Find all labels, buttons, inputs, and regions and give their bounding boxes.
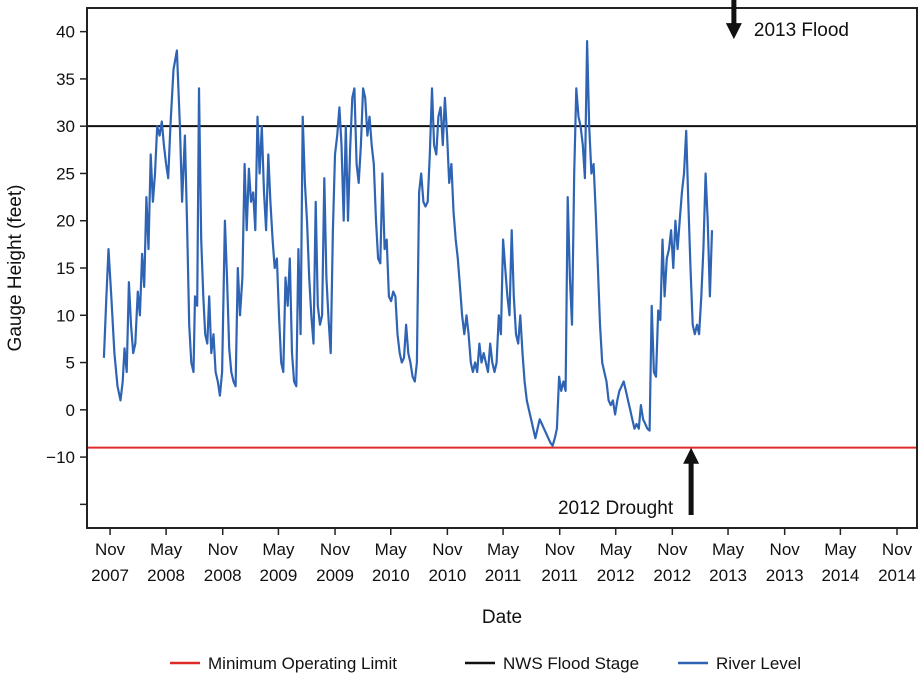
x-tick-label-year: 2012 xyxy=(597,566,635,585)
x-axis-title: Date xyxy=(482,607,522,628)
y-tick-label: 0 xyxy=(66,401,75,420)
y-tick-label: 25 xyxy=(56,164,75,183)
x-tick-label-year: 2011 xyxy=(541,566,578,585)
y-axis: 40 35 30 25 20 15 10 5 0 −10 xyxy=(46,23,87,506)
x-tick-label-month: Nov xyxy=(320,540,351,559)
drought-arrow-head xyxy=(683,447,700,464)
x-tick-label-year: 2008 xyxy=(204,566,242,585)
y-tick-label: 40 xyxy=(56,23,75,42)
x-tick-label-year: 2011 xyxy=(485,566,522,585)
legend: Minimum Operating Limit NWS Flood Stage Ri… xyxy=(170,654,801,673)
legend-label: Minimum Operating Limit xyxy=(208,654,397,673)
y-tick-label: 10 xyxy=(56,306,75,325)
x-tick-label-month: May xyxy=(487,540,520,559)
y-tick-label: 35 xyxy=(56,70,75,89)
x-tick-label-month: Nov xyxy=(545,540,576,559)
drought-annotation-label: 2012 Drought xyxy=(558,498,674,519)
y-axis-title: Gauge Height (feet) xyxy=(5,185,26,352)
y-tick-label: 20 xyxy=(56,212,75,231)
x-tick-label-year: 2013 xyxy=(709,566,747,585)
x-tick-label-month: Nov xyxy=(432,540,463,559)
x-tick-label-year: 2012 xyxy=(653,566,691,585)
plot-content xyxy=(87,40,917,449)
y-tick-label: −10 xyxy=(46,448,75,467)
x-tick-label-month: May xyxy=(600,540,633,559)
x-tick-label-year: 2009 xyxy=(260,566,298,585)
y-tick-label: 15 xyxy=(56,259,75,278)
x-axis: Nov 2007 May 2008 Nov 2008 May 2009 Nov 2009 May 20… xyxy=(91,528,916,585)
x-tick-label-year: 2014 xyxy=(821,566,859,585)
river-level-series-line xyxy=(102,40,714,447)
x-tick-label-month: May xyxy=(824,540,857,559)
x-tick-label-year: 2009 xyxy=(316,566,354,585)
x-tick-label-month: Nov xyxy=(95,540,126,559)
x-tick-label-year: 2007 xyxy=(91,566,129,585)
x-tick-label-year: 2010 xyxy=(372,566,410,585)
x-tick-label-month: May xyxy=(150,540,183,559)
x-tick-label-year: 2013 xyxy=(766,566,804,585)
x-tick-label-month: May xyxy=(375,540,408,559)
y-tick-label: 30 xyxy=(56,117,75,136)
x-tick-label-year: 2014 xyxy=(878,566,916,585)
x-tick-label-month: Nov xyxy=(657,540,688,559)
x-tick-label-year: 2008 xyxy=(147,566,185,585)
annotations: 2013 Flood 2012 Drought xyxy=(558,0,849,519)
x-tick-label-month: Nov xyxy=(770,540,801,559)
x-tick-label-month: Nov xyxy=(208,540,239,559)
x-tick-label-month: May xyxy=(262,540,295,559)
x-tick-label-year: 2010 xyxy=(428,566,466,585)
x-tick-label-month: Nov xyxy=(882,540,913,559)
legend-label: NWS Flood Stage xyxy=(503,654,639,673)
flood-arrow-head xyxy=(725,23,742,40)
legend-label: River Level xyxy=(716,654,801,673)
x-tick-label-month: May xyxy=(712,540,745,559)
y-tick-label: 5 xyxy=(66,354,75,373)
flood-annotation-label: 2013 Flood xyxy=(754,20,849,41)
